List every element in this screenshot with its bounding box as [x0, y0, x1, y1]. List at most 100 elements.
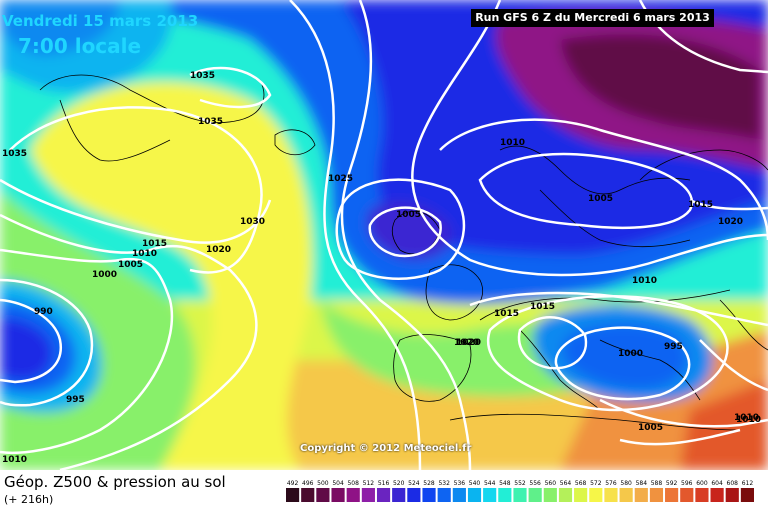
scale-swatch: [301, 488, 315, 502]
isobar-label: 995: [664, 342, 683, 352]
scale-value: 512: [363, 480, 375, 487]
scale-swatch: [589, 488, 603, 502]
weather-map: 1035103510351030102510201015101010051000…: [0, 0, 768, 470]
isobar-label: 1025: [328, 174, 353, 184]
scale-value: 604: [711, 480, 723, 487]
isobar-label: 1005: [118, 260, 143, 270]
isobar-label: 1015: [142, 239, 167, 249]
scale-swatch: [634, 488, 648, 502]
scale-swatch: [422, 488, 436, 502]
scale-value: 548: [499, 480, 511, 487]
color-scale: 492 496 500 504 508 512 516 520 524 528 532 536 540 5…: [286, 480, 754, 502]
geopotential-field: [0, 0, 768, 470]
scale-value: 568: [575, 480, 587, 487]
scale-value: 588: [651, 480, 663, 487]
isobar-label: 1020: [718, 217, 743, 227]
isobar-label: 1020: [456, 338, 481, 348]
scale-value: 540: [469, 480, 481, 487]
isobar-label: 1015: [530, 302, 555, 312]
scale-value: 504: [332, 480, 344, 487]
scale-value: 516: [378, 480, 390, 487]
scale-swatch: [467, 488, 482, 502]
scale-value: 592: [666, 480, 678, 487]
isobar-label: 1005: [588, 194, 613, 204]
scale-value: 532: [438, 480, 450, 487]
scale-value: 560: [545, 480, 557, 487]
scale-swatch: [437, 488, 451, 502]
scale-swatch: [695, 488, 709, 502]
scale-swatch: [513, 488, 527, 502]
scale-swatch: [286, 488, 300, 502]
isobar-label: 1010: [2, 455, 27, 465]
scale-swatch: [740, 488, 754, 502]
isobar-label: 1005: [638, 423, 663, 433]
scale-swatch: [558, 488, 573, 502]
isobar-label: 1010: [736, 415, 761, 425]
isobar-label: 1020: [454, 338, 479, 348]
isobar-label: 1010: [132, 249, 157, 259]
scale-swatch: [376, 488, 391, 502]
scale-value: 556: [529, 480, 541, 487]
scale-swatch: [331, 488, 345, 502]
scale-value: 544: [484, 480, 496, 487]
scale-value: 584: [636, 480, 648, 487]
valid-time: 7:00 locale: [18, 34, 142, 58]
isobar-label: 1035: [190, 71, 215, 81]
isobar-label: 1035: [2, 149, 27, 159]
scale-swatch: [452, 488, 466, 502]
scale-swatch: [528, 488, 542, 502]
isobar-label: 1000: [618, 349, 643, 359]
isobar-label: 1010: [734, 413, 759, 423]
isobar-label: 995: [66, 395, 85, 405]
isobar-label: 990: [34, 307, 53, 317]
forecast-range: (+ 216h): [4, 493, 54, 506]
scale-swatch: [665, 488, 679, 502]
scale-swatch: [680, 488, 694, 502]
isobar-label: 1015: [494, 309, 519, 319]
map-title: Géop. Z500 & pression au sol: [4, 473, 226, 491]
scale-value: 552: [514, 480, 526, 487]
scale-swatch: [498, 488, 512, 502]
scale-swatch: [316, 488, 330, 502]
scale-swatch: [710, 488, 724, 502]
scale-swatch: [361, 488, 375, 502]
valid-date: Vendredi 15 mars 2013: [2, 12, 199, 30]
scale-swatch: [574, 488, 588, 502]
isobar-label: 1015: [688, 200, 713, 210]
isobar-labels: 1035103510351030102510201015101010051000…: [2, 71, 761, 465]
scale-value: 536: [454, 480, 466, 487]
scale-value: 600: [696, 480, 708, 487]
scale-value: 564: [560, 480, 572, 487]
isobar-label: 1005: [396, 210, 421, 220]
scale-value: 524: [408, 480, 420, 487]
scale-swatch: [407, 488, 421, 502]
copyright: Copyright © 2012 Meteociel.fr: [300, 443, 472, 454]
isobar-lines: [0, 0, 768, 470]
isobar-label: 1010: [632, 276, 657, 286]
scale-value: 496: [302, 480, 314, 487]
scale-value: 492: [287, 480, 299, 487]
scale-value: 508: [347, 480, 359, 487]
isobar-label: 1035: [198, 117, 223, 127]
isobar-label: 1000: [92, 270, 117, 280]
scale-swatch: [543, 488, 557, 502]
scale-swatch: [619, 488, 633, 502]
scale-swatch: [604, 488, 618, 502]
scale-value: 520: [393, 480, 405, 487]
scale-swatch: [649, 488, 664, 502]
scale-value: 528: [423, 480, 435, 487]
run-info: Run GFS 6 Z du Mercredi 6 mars 2013: [471, 9, 714, 27]
isobar-label: 1030: [240, 217, 265, 227]
scale-swatch: [483, 488, 497, 502]
scale-value: 580: [620, 480, 632, 487]
scale-value: 596: [681, 480, 693, 487]
isobar-label: 1010: [500, 138, 525, 148]
scale-swatch: [725, 488, 739, 502]
scale-swatch: [392, 488, 406, 502]
isobar-label: 1020: [206, 245, 231, 255]
scale-value: 500: [317, 480, 329, 487]
scale-value: 572: [590, 480, 602, 487]
scale-value: 576: [605, 480, 617, 487]
scale-swatch: [346, 488, 360, 502]
scale-value: 608: [727, 480, 739, 487]
